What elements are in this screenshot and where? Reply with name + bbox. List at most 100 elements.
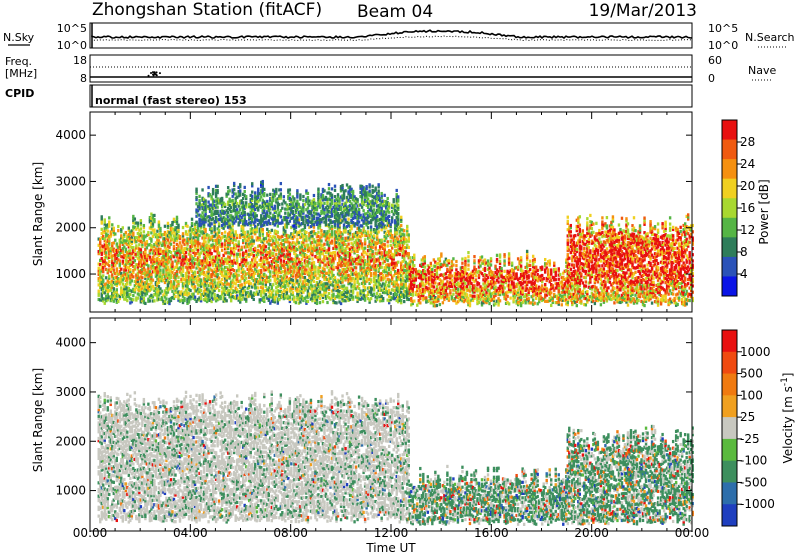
echo-cell <box>246 232 249 236</box>
echo-cell <box>231 259 234 263</box>
echo-cell <box>129 249 132 253</box>
echo-cell <box>123 245 126 249</box>
echo-cell <box>272 239 275 243</box>
echo-cell <box>269 264 272 268</box>
echo-cell <box>294 225 298 229</box>
echo-cell <box>229 299 233 303</box>
echo-cell <box>226 267 230 272</box>
echo-cell <box>118 261 121 265</box>
echo-cell <box>193 230 197 235</box>
echo-cell <box>147 276 150 280</box>
echo-cell <box>97 289 100 293</box>
echo-cell <box>165 297 168 301</box>
echo-cell <box>138 228 141 232</box>
echo-cell <box>181 234 185 238</box>
echo-cell <box>177 259 180 263</box>
echo-cell <box>226 292 230 297</box>
echo-cell <box>126 292 129 296</box>
echo-cell <box>127 241 131 245</box>
echo-cell <box>208 298 212 302</box>
echo-cell <box>177 225 180 229</box>
echo-cell <box>251 227 254 231</box>
echo-cell <box>369 228 373 232</box>
echo-cell <box>120 234 123 238</box>
echo-cell <box>99 279 102 283</box>
echo-cell <box>217 230 221 234</box>
echo-cell <box>258 279 261 283</box>
echo-cell <box>160 275 164 279</box>
echo-cell <box>192 232 195 236</box>
nsky-tick-top: 10^5 <box>57 22 87 35</box>
echo-cell <box>219 296 222 301</box>
echo-cell <box>232 296 236 300</box>
echo-cell <box>174 290 177 294</box>
echo-cell <box>184 284 188 288</box>
echo-cell <box>193 239 197 243</box>
echo-cell <box>248 294 251 298</box>
echo-cell <box>172 292 176 296</box>
echo-cell <box>148 278 152 282</box>
echo-cell <box>220 236 224 240</box>
echo-cell <box>205 277 209 281</box>
echo-cell <box>252 262 255 266</box>
echo-cell <box>193 272 197 276</box>
echo-cell <box>229 228 233 232</box>
echo-cell <box>228 189 231 193</box>
echo-cell <box>202 233 206 237</box>
echo-cell <box>235 275 239 279</box>
echo-cell <box>278 248 281 252</box>
echo-cell <box>159 247 162 251</box>
echo-cell <box>217 243 221 247</box>
echo-cell <box>195 241 198 245</box>
echo-cell <box>126 242 129 246</box>
echo-cell <box>208 250 212 254</box>
echo-cell <box>142 238 146 242</box>
echo-cell <box>126 234 129 238</box>
echo-cell <box>306 195 310 200</box>
echo-cell <box>214 232 218 236</box>
echo-cell <box>169 228 173 232</box>
echo-cell <box>193 295 197 299</box>
echo-cell <box>229 286 233 290</box>
echo-cell <box>133 284 137 288</box>
echo-cell <box>159 260 162 264</box>
echo-cell <box>141 269 144 274</box>
echo-cell <box>183 257 186 261</box>
echo-cell <box>231 224 234 228</box>
echo-cell <box>190 294 194 298</box>
echo-cell <box>190 244 194 248</box>
echo-cell <box>165 268 168 272</box>
echo-cell <box>156 235 159 240</box>
echo-cell <box>234 296 237 301</box>
echo-cell <box>111 291 114 296</box>
echo-cell <box>118 259 121 263</box>
echo-cell <box>157 274 161 278</box>
echo-cell <box>129 257 132 261</box>
echo-cell <box>118 263 121 267</box>
echo-cell <box>211 262 215 266</box>
echo-cell <box>105 267 108 272</box>
echo-cell <box>252 241 255 245</box>
echo-cell <box>106 256 109 260</box>
echo-cell <box>156 281 159 285</box>
echo-cell <box>226 255 230 259</box>
echo-cell <box>151 249 155 253</box>
echo-cell <box>198 233 201 238</box>
echo-cell <box>111 283 114 287</box>
echo-cell <box>97 268 100 272</box>
echo-cell <box>225 272 228 276</box>
echo-cell <box>237 298 240 302</box>
echo-cell <box>132 298 135 302</box>
echo-cell <box>235 256 239 260</box>
echo-cell <box>297 202 301 206</box>
echo-cell <box>240 285 243 289</box>
echo-cell <box>297 241 301 245</box>
echo-cell <box>320 201 323 205</box>
echo-cell <box>234 286 237 290</box>
echo-cell <box>273 279 277 283</box>
echo-cell <box>186 293 189 297</box>
echo-cell <box>267 265 270 269</box>
echo-cell <box>196 239 200 243</box>
echo-cell <box>175 286 179 290</box>
echo-cell <box>246 267 249 272</box>
